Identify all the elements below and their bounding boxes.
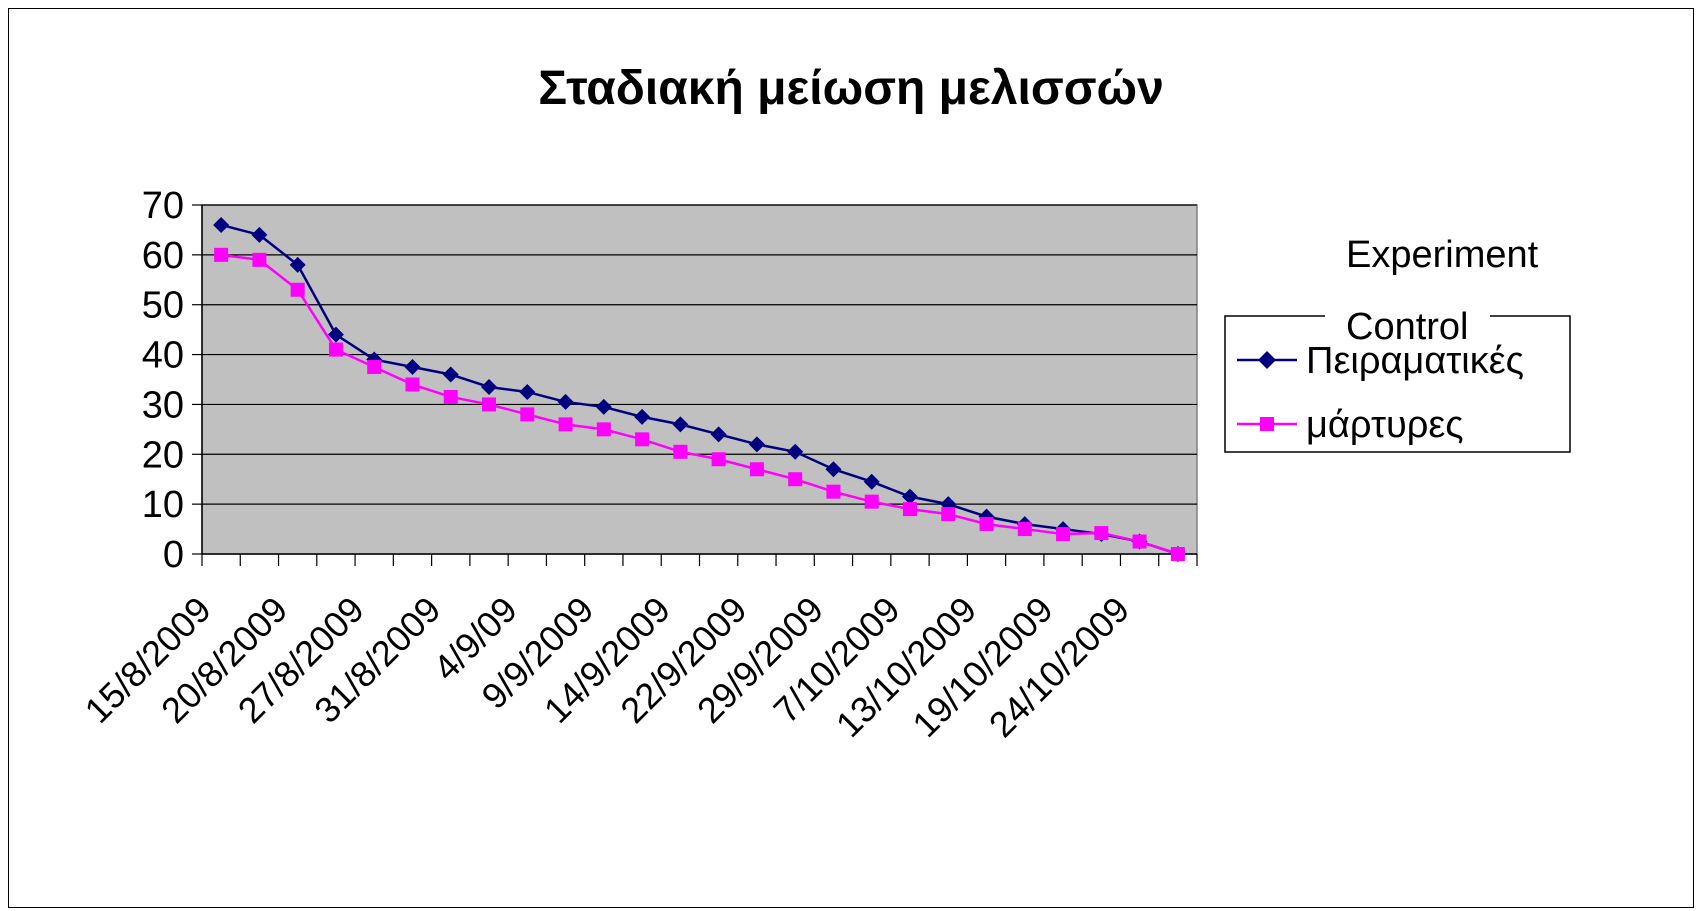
line-chart: Σταδιακή μείωση μελισσών 0 10 20 30 40 50 60 70… xyxy=(77,62,1571,745)
chart-title: Σταδιακή μείωση μελισσών xyxy=(538,62,1164,115)
data-point-square xyxy=(1017,522,1032,537)
data-point-square xyxy=(749,462,764,477)
annotation-control: Control xyxy=(1346,306,1469,348)
data-point-diamond xyxy=(787,443,804,460)
legend-entry-control: μάρτυρες xyxy=(1237,404,1464,446)
data-point-square xyxy=(673,444,688,459)
plot-background xyxy=(201,204,1198,555)
data-point-diamond xyxy=(825,461,842,478)
legend-label-control: μάρτυρες xyxy=(1306,404,1464,446)
data-point-square xyxy=(902,502,917,517)
legend-square-marker xyxy=(1260,417,1274,431)
data-point-square xyxy=(979,517,994,532)
y-tick-label: 50 xyxy=(142,285,184,327)
data-point-square xyxy=(788,472,803,487)
data-point-diamond xyxy=(634,408,651,425)
data-point-diamond xyxy=(557,393,574,410)
data-point-diamond xyxy=(213,216,230,233)
data-point-diamond xyxy=(710,426,727,443)
data-point-square xyxy=(864,494,879,509)
data-point-square xyxy=(1056,527,1071,542)
data-point-square xyxy=(214,247,229,262)
data-point-square xyxy=(290,282,305,297)
data-point-square xyxy=(482,397,497,412)
data-point-square xyxy=(826,484,841,499)
data-point-diamond xyxy=(327,326,344,343)
data-point-diamond xyxy=(251,226,268,243)
data-point-square xyxy=(596,422,611,437)
data-point-diamond xyxy=(672,416,689,433)
y-tick-label: 20 xyxy=(142,434,184,476)
data-point-diamond xyxy=(289,256,306,273)
chart-frame: Σταδιακή μείωση μελισσών 0 10 20 30 40 50 60 70… xyxy=(8,8,1694,908)
data-point-square xyxy=(520,407,535,422)
data-point-square xyxy=(367,360,382,375)
data-point-diamond xyxy=(481,378,498,395)
legend-label-experimental: Πειραματικές xyxy=(1306,340,1524,382)
series-layer xyxy=(213,216,1186,562)
data-point-square xyxy=(405,377,420,392)
y-tick-label: 30 xyxy=(142,384,184,426)
plot-area xyxy=(201,204,1198,555)
annotation-experiment: Experiment xyxy=(1346,234,1539,276)
data-point-diamond xyxy=(863,473,880,490)
legend: Control Πειραματικές μάρτυρες xyxy=(1224,304,1571,453)
data-point-square xyxy=(558,417,573,432)
data-point-diamond xyxy=(442,366,459,383)
data-point-square xyxy=(252,252,267,267)
data-point-diamond xyxy=(748,436,765,453)
data-point-square xyxy=(1094,526,1109,541)
series-control xyxy=(214,247,1185,561)
data-point-square xyxy=(635,432,650,447)
data-point-diamond xyxy=(901,488,918,505)
data-point-square xyxy=(1170,547,1185,561)
data-point-diamond xyxy=(595,398,612,415)
data-point-square xyxy=(941,507,956,522)
x-axis: 15/8/200920/8/200927/8/200931/8/20094/9/… xyxy=(77,553,1198,745)
data-point-square xyxy=(711,452,726,467)
annotation-control-bg xyxy=(1325,304,1490,344)
data-point-square xyxy=(328,342,343,357)
data-point-diamond xyxy=(519,383,536,400)
legend-diamond-marker xyxy=(1258,351,1276,369)
y-tick-label: 60 xyxy=(142,235,184,277)
y-tick-label: 70 xyxy=(142,185,184,227)
y-axis: 0 10 20 30 40 50 60 70 xyxy=(142,185,203,576)
legend-entry-experimental: Πειραματικές xyxy=(1237,340,1524,382)
y-tick-label: 40 xyxy=(142,335,184,377)
data-point-square xyxy=(1132,534,1147,549)
data-point-diamond xyxy=(404,359,421,376)
y-tick-label: 10 xyxy=(142,484,184,526)
y-tick-label: 0 xyxy=(163,534,184,576)
data-point-square xyxy=(443,389,458,404)
